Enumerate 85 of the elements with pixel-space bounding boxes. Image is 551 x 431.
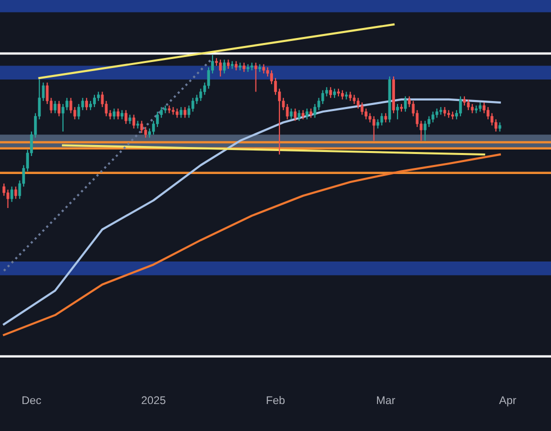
candlestick: [93, 94, 96, 108]
candlestick: [466, 98, 470, 111]
candlestick: [14, 186, 18, 200]
candlestick: [294, 108, 297, 122]
candlestick: [164, 104, 167, 114]
candlestick: [2, 182, 6, 196]
x-tick-label: 2025: [142, 396, 166, 404]
candlestick: [188, 104, 190, 118]
candlestick: [168, 104, 171, 114]
candlestick: [242, 62, 246, 72]
candlestick: [262, 64, 266, 74]
candlestick: [459, 96, 462, 117]
candlestick: [306, 108, 308, 120]
candlestick: [428, 116, 430, 128]
candlestick: [132, 114, 136, 130]
candlestick: [384, 112, 388, 123]
candlestick: [222, 59, 226, 74]
candlestick: [348, 91, 352, 102]
candlestick: [333, 88, 336, 98]
candlestick: [341, 90, 344, 100]
candlestick: [302, 110, 304, 120]
candlestick: [116, 108, 120, 120]
candlestick: [286, 103, 289, 120]
candlestick: [66, 97, 68, 111]
candlestick: [368, 112, 372, 123]
candlestick: [176, 108, 178, 118]
candlestick: [498, 122, 502, 132]
candlestick: [136, 120, 140, 130]
candlestick: [380, 112, 384, 126]
candlestick: [474, 104, 478, 114]
candlestick: [404, 96, 407, 112]
candlestick: [120, 110, 124, 120]
candlestick: [10, 186, 14, 202]
candlestick: [54, 100, 56, 114]
candlestick: [234, 60, 238, 71]
candlestick: [364, 108, 368, 120]
candlestick: [478, 102, 482, 112]
candlestick: [396, 103, 399, 120]
candlestick: [97, 91, 100, 102]
x-tick-label: Apr: [499, 396, 516, 406]
candlestick: [443, 106, 446, 117]
candlestick: [490, 112, 494, 126]
candlestick: [85, 97, 88, 111]
candlestick: [372, 116, 376, 142]
candlestick: [89, 100, 92, 111]
candlestick: [199, 88, 202, 102]
candlestick: [58, 100, 60, 117]
candlestick: [486, 106, 490, 120]
candlestick: [435, 108, 438, 118]
candlestick: [124, 110, 128, 124]
candlestick: [156, 111, 159, 128]
candlestick: [148, 128, 151, 138]
candlestick: [439, 106, 442, 116]
candlestick: [77, 103, 80, 120]
candlestick: [226, 59, 230, 70]
candlestick: [310, 108, 312, 118]
x-tick-label: Mar: [377, 396, 396, 404]
candlestick: [140, 120, 144, 134]
candlestick: [128, 114, 132, 124]
candlestick: [62, 103, 64, 132]
candlestick: [191, 97, 194, 112]
x-tick-label: Feb: [266, 396, 285, 404]
x-tick-label: Dec: [22, 396, 42, 404]
candlestick: [432, 111, 434, 123]
candlestick: [482, 102, 486, 114]
candlestick: [329, 86, 332, 98]
candlestick: [290, 108, 293, 120]
candlestick: [360, 102, 364, 116]
candlestick: [470, 103, 474, 114]
candlestick: [184, 106, 186, 118]
candlestick: [424, 120, 426, 142]
candlestick: [219, 59, 222, 78]
candlestick: [180, 106, 182, 118]
candlestick: [352, 94, 356, 105]
candlestick: [494, 118, 498, 132]
candlestick: [356, 97, 360, 110]
candlestick: [463, 96, 466, 106]
candlestick: [266, 66, 270, 78]
candlestick: [298, 110, 301, 122]
candlestick: [254, 62, 258, 92]
candlestick: [144, 126, 148, 138]
candlestick: [258, 64, 262, 72]
candlestick: [6, 189, 10, 209]
candlestick: [112, 108, 116, 120]
candlestick: [230, 60, 234, 70]
